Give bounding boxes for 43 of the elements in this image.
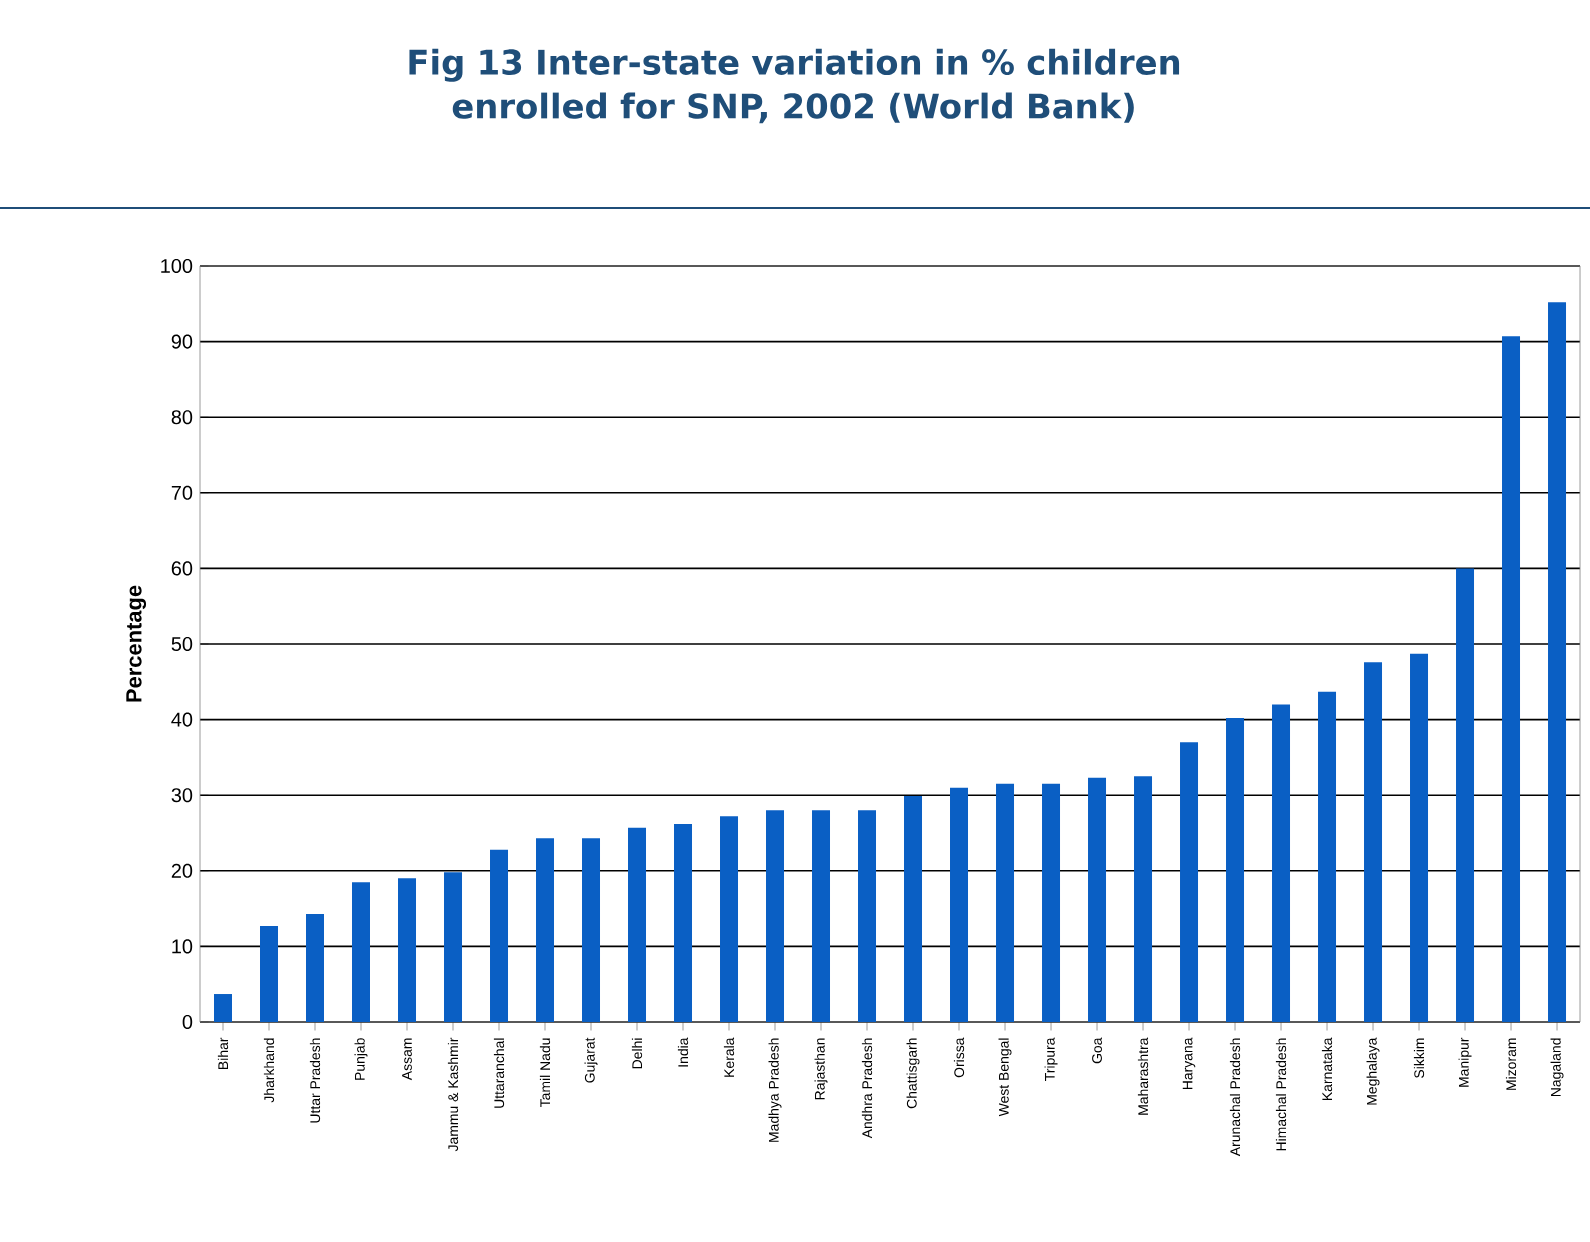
- bar: [1134, 776, 1153, 1022]
- bar: [536, 838, 555, 1022]
- bar: [858, 810, 877, 1022]
- y-axis-title: Percentage: [126, 585, 147, 702]
- bar: [1042, 783, 1061, 1022]
- bar: [1502, 336, 1521, 1022]
- bar: [1548, 302, 1567, 1022]
- y-tick-label: 10: [172, 939, 193, 954]
- chart-title: Fig 13 Inter-state variation in % children enrolled for SNP, 2002 (World Bank): [409, 48, 1180, 124]
- y-tick-label: 40: [171, 712, 193, 727]
- y-tick-label: 20: [171, 863, 193, 878]
- bar: [260, 925, 278, 1022]
- bar: [352, 882, 370, 1022]
- y-tick-label: 60: [171, 561, 193, 576]
- y-tick-label: 80: [171, 410, 193, 425]
- bar: [1364, 662, 1383, 1022]
- bar: [490, 849, 509, 1022]
- bar: [904, 795, 923, 1022]
- bar: [398, 878, 417, 1022]
- bar: [1088, 777, 1107, 1022]
- bar: [1226, 718, 1245, 1022]
- bar: [628, 827, 647, 1022]
- y-tick-label: 30: [171, 788, 193, 803]
- bar: [1410, 653, 1429, 1022]
- bar: [674, 823, 693, 1022]
- y-tick-label: 0: [182, 1014, 193, 1030]
- bar: [582, 838, 601, 1022]
- bar: [214, 994, 232, 1022]
- y-tick-label: 70: [171, 485, 193, 500]
- bar: [996, 783, 1015, 1022]
- bar: [306, 913, 324, 1022]
- bar: [1318, 691, 1337, 1022]
- y-tick-label: 100: [161, 258, 193, 274]
- bar: [1456, 568, 1475, 1022]
- bar: [1272, 704, 1291, 1022]
- bar: [950, 787, 969, 1022]
- bar: [1180, 742, 1199, 1022]
- bar: [766, 810, 785, 1022]
- y-tick-label: 90: [171, 334, 193, 349]
- bar: [444, 872, 463, 1022]
- y-tick-label: 50: [171, 636, 193, 652]
- bar: [812, 810, 831, 1022]
- bar: [720, 816, 739, 1022]
